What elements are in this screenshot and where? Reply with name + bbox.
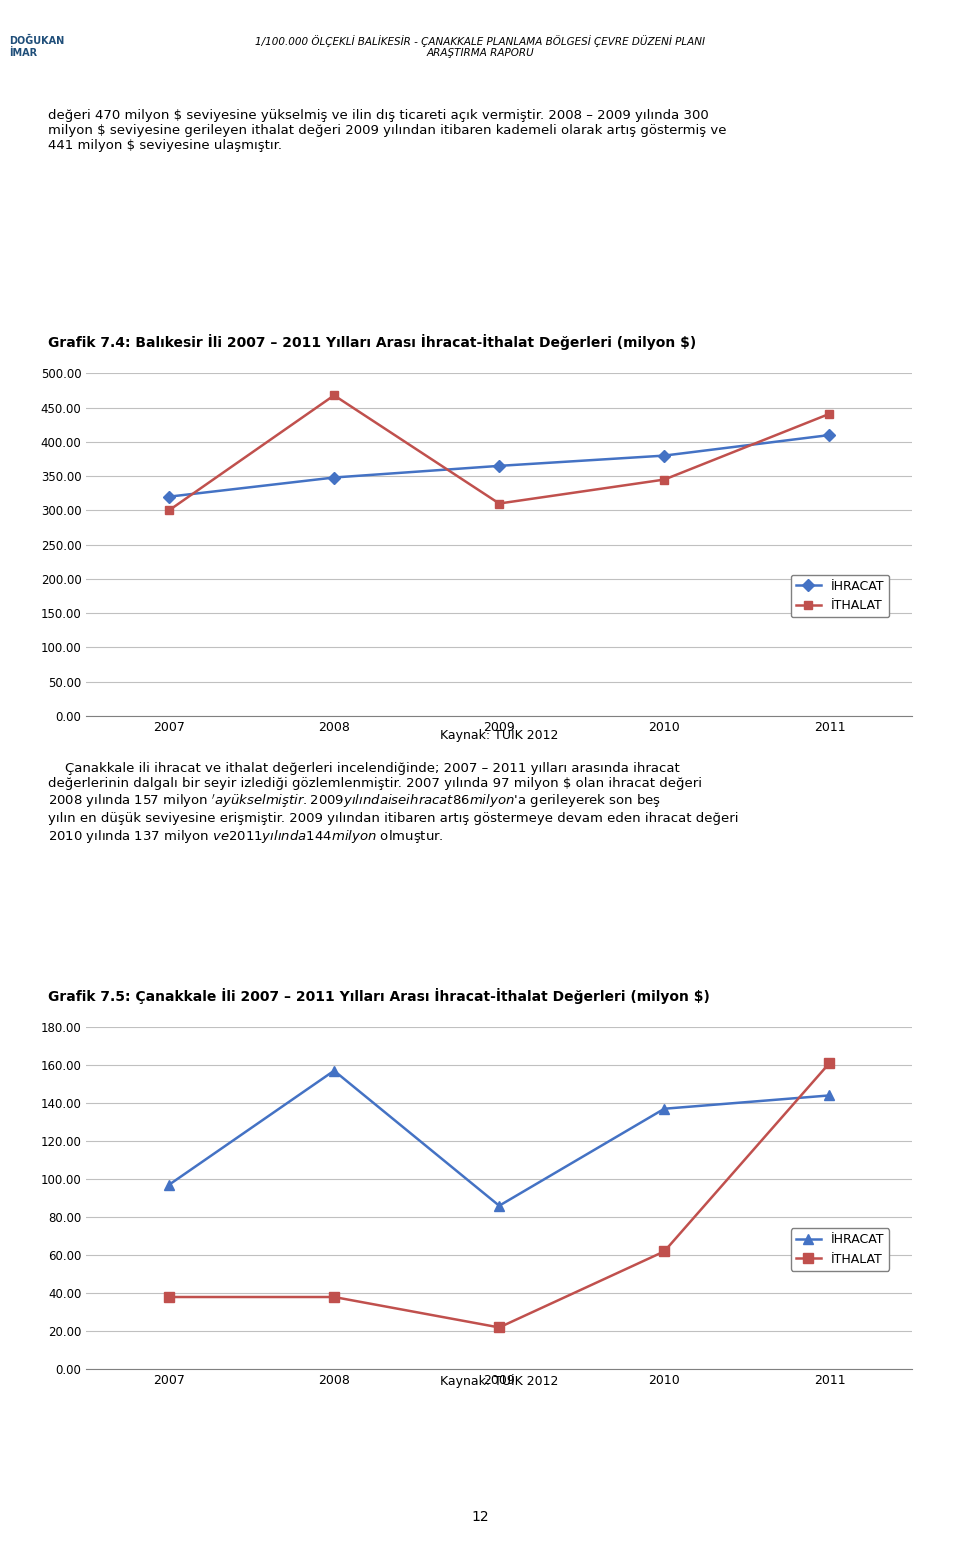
İTHALAT bbox=[493, 1318, 505, 1337]
Text: değeri 470 milyon $ seviyesine yükselmiş ve ilin dış ticareti açık vermiştir. 20: değeri 470 milyon $ seviyesine yükselmiş… bbox=[48, 109, 727, 152]
İHRACAT bbox=[659, 447, 670, 465]
Text: Çanakkale ili ihracat ve ithalat değerleri incelendiğinde; 2007 – 2011 yılları a: Çanakkale ili ihracat ve ithalat değerle… bbox=[48, 762, 738, 845]
İTHALAT bbox=[328, 1288, 340, 1307]
İTHALAT bbox=[824, 405, 835, 423]
İTHALAT bbox=[659, 470, 670, 489]
Text: Grafik 7.5: Çanakkale İli 2007 – 2011 Yılları Arası İhracat-İthalat Değerleri (m: Grafik 7.5: Çanakkale İli 2007 – 2011 Yı… bbox=[48, 988, 709, 1004]
İTHALAT bbox=[824, 1053, 835, 1072]
Legend: İHRACAT, İTHALAT: İHRACAT, İTHALAT bbox=[791, 1228, 889, 1271]
İHRACAT bbox=[493, 456, 505, 475]
Text: DOĞUKAN
İMAR: DOĞUKAN İMAR bbox=[10, 36, 65, 58]
Text: 1/100.000 ÖLÇEKLİ BALİKESİR - ÇANAKKALE PLANLAMA BÖLGESİ ÇEVRE DÜZENİ PLANI
ARAŞ: 1/100.000 ÖLÇEKLİ BALİKESİR - ÇANAKKALE … bbox=[255, 34, 705, 59]
İTHALAT bbox=[163, 1288, 175, 1307]
İHRACAT bbox=[163, 487, 175, 506]
İHRACAT bbox=[328, 468, 340, 487]
Text: Grafik 7.4: Balıkesir İli 2007 – 2011 Yılları Arası İhracat-İthalat Değerleri (m: Grafik 7.4: Balıkesir İli 2007 – 2011 Yı… bbox=[48, 335, 696, 350]
İHRACAT bbox=[493, 1197, 505, 1215]
Line: İTHALAT: İTHALAT bbox=[165, 391, 833, 515]
İHRACAT bbox=[163, 1175, 175, 1193]
İHRACAT bbox=[824, 1086, 835, 1105]
İHRACAT bbox=[659, 1100, 670, 1119]
Legend: İHRACAT, İTHALAT: İHRACAT, İTHALAT bbox=[791, 574, 889, 618]
Line: İHRACAT: İHRACAT bbox=[165, 431, 833, 501]
İTHALAT bbox=[493, 495, 505, 513]
İTHALAT bbox=[163, 501, 175, 520]
İHRACAT bbox=[824, 426, 835, 445]
İTHALAT bbox=[328, 386, 340, 405]
Text: Kaynak: TUİK 2012: Kaynak: TUİK 2012 bbox=[440, 1374, 559, 1388]
İTHALAT bbox=[659, 1242, 670, 1260]
Text: 12: 12 bbox=[471, 1511, 489, 1523]
Text: Kaynak: TUİK 2012: Kaynak: TUİK 2012 bbox=[440, 728, 559, 742]
İHRACAT bbox=[328, 1061, 340, 1080]
Line: İHRACAT: İHRACAT bbox=[164, 1066, 834, 1211]
Line: İTHALAT: İTHALAT bbox=[164, 1058, 834, 1332]
